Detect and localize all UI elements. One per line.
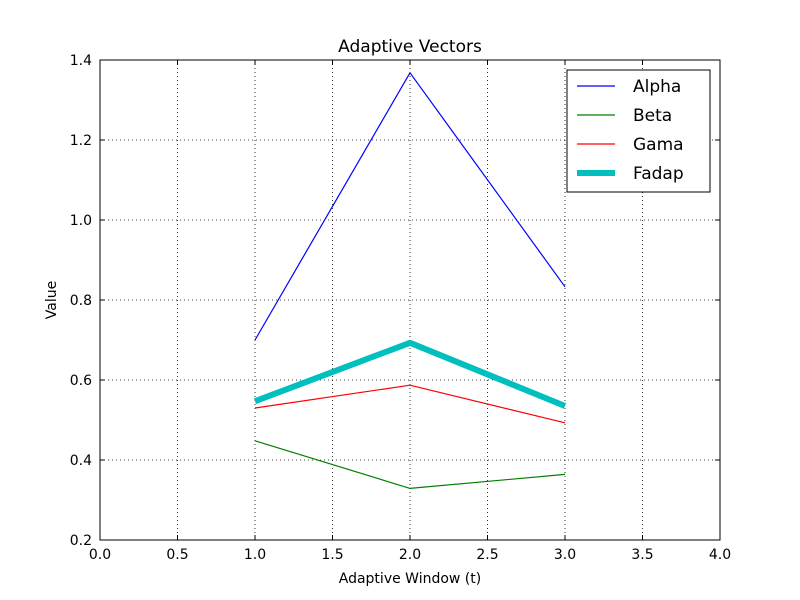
x-tick-label: 1.5: [321, 547, 343, 563]
chart-title: Adaptive Vectors: [338, 37, 482, 57]
legend-label-fadap: Fadap: [633, 164, 684, 184]
x-tick-label: 2.0: [399, 547, 421, 563]
legend-label-alpha: Alpha: [633, 77, 681, 97]
series-line-alpha: [254, 72, 566, 341]
series-lines: [253, 72, 567, 489]
y-tick-label: 0.4: [70, 453, 92, 469]
y-tick-label: 0.2: [70, 533, 92, 549]
y-tick-label: 0.6: [70, 373, 92, 389]
series-line-gama: [254, 384, 566, 424]
axis-ticks: 0.0 0.5 1.0 1.5 2.0 2.5 3.0 3.5 4.0 0.2 0.4 0.6 0.8 1…: [70, 53, 731, 563]
series-line-fadap: [253, 339, 567, 409]
legend-label-beta: Beta: [633, 106, 672, 126]
x-tick-label: 0.5: [166, 547, 188, 563]
x-tick-label: 3.5: [631, 547, 653, 563]
x-tick-label: 3.0: [554, 547, 576, 563]
x-axis-title: Adaptive Window (t): [339, 571, 481, 587]
y-axis-title: Value: [44, 281, 60, 319]
x-tick-label: 4.0: [709, 547, 731, 563]
legend-label-gama: Gama: [633, 135, 684, 155]
x-tick-label: 0.0: [89, 547, 111, 563]
y-tick-label: 1.0: [70, 213, 92, 229]
x-tick-label: 1.0: [244, 547, 266, 563]
y-tick-label: 1.2: [70, 133, 92, 149]
y-tick-label: 1.4: [70, 53, 92, 69]
legend: Alpha Beta Gama Fadap: [566, 69, 711, 193]
x-tick-label: 2.5: [476, 547, 498, 563]
y-tick-label: 0.8: [70, 293, 92, 309]
series-line-beta: [254, 440, 566, 489]
